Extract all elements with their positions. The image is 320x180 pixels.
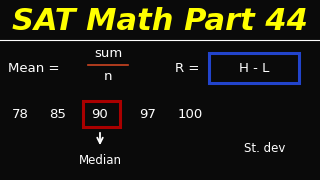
- Text: Mean =: Mean =: [8, 62, 60, 75]
- FancyBboxPatch shape: [209, 53, 299, 83]
- Text: 78: 78: [12, 109, 28, 122]
- Text: 97: 97: [140, 109, 156, 122]
- FancyBboxPatch shape: [83, 101, 120, 127]
- Text: 85: 85: [50, 109, 67, 122]
- Text: St. dev: St. dev: [244, 141, 286, 154]
- Text: 100: 100: [177, 109, 203, 122]
- Text: 90: 90: [92, 109, 108, 122]
- Text: Median: Median: [78, 154, 122, 166]
- Text: R =: R =: [175, 62, 199, 75]
- Text: H - L: H - L: [239, 62, 269, 75]
- Text: SAT Math Part 44: SAT Math Part 44: [12, 8, 308, 37]
- Text: n: n: [104, 70, 112, 83]
- Text: sum: sum: [94, 47, 122, 60]
